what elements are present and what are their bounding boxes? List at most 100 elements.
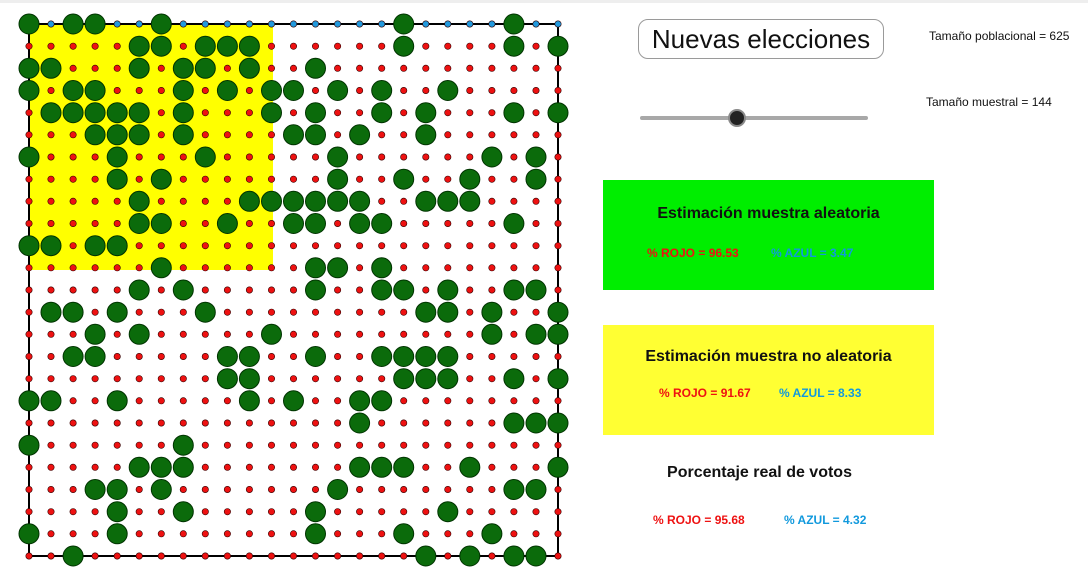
red-voter-dot [157,375,165,383]
sampled-voter-dot [172,80,194,101]
blue-voter-dot [311,20,319,28]
red-voter-dot [69,419,77,427]
sampled-voter-dot [40,301,62,323]
red-voter-dot [113,419,121,427]
red-voter-dot [135,308,143,316]
red-voter-dot [554,441,562,449]
red-voter-dot [422,530,430,538]
red-voter-dot [334,242,342,250]
sampled-voter-dot [128,213,150,234]
sampled-voter-dot [415,301,437,323]
sampled-voter-dot [481,301,503,323]
red-voter-dot [113,197,121,205]
red-voter-dot [400,419,408,427]
sampled-voter-dot [128,57,150,79]
red-voter-dot [466,508,474,516]
red-voter-dot [356,153,364,161]
red-voter-dot [113,352,121,360]
red-voter-dot [245,131,253,139]
red-voter-dot [488,264,496,272]
sampled-voter-dot [525,168,547,190]
red-voter-dot [179,552,187,560]
slider-track[interactable] [640,116,868,120]
red-voter-dot [400,441,408,449]
sampled-voter-dot [371,346,393,367]
red-voter-dot [554,286,562,294]
red-voter-dot [444,397,452,405]
red-voter-dot [179,175,187,183]
red-voter-dot [289,42,297,50]
sampled-voter-dot [503,479,525,500]
red-voter-dot [201,330,209,338]
red-voter-dot [113,552,121,560]
sampled-voter-dot [503,213,525,234]
slider-thumb[interactable] [728,109,746,127]
red-voter-dot [422,264,430,272]
red-voter-dot [91,64,99,72]
sampled-voter-dot [84,13,106,35]
red-voter-dot [356,87,364,95]
red-voter-dot [488,552,496,560]
sampled-voter-dot [128,456,150,478]
red-voter-dot [47,42,55,50]
sampled-voter-dot [62,13,84,35]
red-voter-dot [47,463,55,471]
random-sample-title: Estimación muestra aleatoria [657,205,880,222]
red-voter-dot [289,286,297,294]
sampled-voter-dot [40,390,62,412]
red-voter-dot [135,419,143,427]
red-voter-dot [135,175,143,183]
red-voter-dot [201,419,209,427]
sampled-voter-dot [393,168,415,190]
sampled-voter-dot [459,456,481,478]
red-voter-dot [356,330,364,338]
red-voter-dot [69,286,77,294]
red-voter-dot [466,131,474,139]
red-voter-dot [532,42,540,50]
red-voter-dot [179,352,187,360]
sampled-voter-dot [393,13,415,35]
sampled-voter-dot [216,213,238,234]
sampled-voter-dot [437,368,459,390]
red-voter-dot [334,286,342,294]
red-voter-dot [444,441,452,449]
red-voter-dot [334,352,342,360]
red-voter-dot [400,485,408,493]
sampled-voter-dot [283,213,304,234]
sampled-voter-dot [62,545,84,567]
red-voter-dot [91,552,99,560]
blue-voter-dot [135,20,143,28]
red-voter-dot [444,220,452,228]
new-elections-button[interactable]: Nuevas elecciones [638,19,884,59]
red-voter-dot [532,530,540,538]
red-voter-dot [135,397,143,405]
red-voter-dot [510,530,518,538]
sampled-voter-dot [238,190,260,212]
nonrandom-red-percent: % ROJO = 91.67 [659,386,751,400]
sampled-voter-dot [393,279,415,301]
red-voter-dot [25,552,33,560]
sampled-voter-dot [172,279,194,301]
sample-size-slider[interactable] [640,108,868,128]
red-voter-dot [488,109,496,117]
red-voter-dot [25,330,33,338]
red-voter-dot [135,530,143,538]
sampled-voter-dot [547,456,569,478]
red-voter-dot [47,552,55,560]
red-voter-dot [378,153,386,161]
red-voter-dot [289,109,297,117]
red-voter-dot [378,485,386,493]
red-voter-dot [135,375,143,383]
sampled-voter-dot [150,479,172,500]
red-voter-dot [289,308,297,316]
red-voter-dot [311,397,319,405]
red-voter-dot [91,375,99,383]
red-voter-dot [444,463,452,471]
sampled-voter-dot [150,456,172,478]
red-voter-dot [267,42,275,50]
red-voter-dot [245,220,253,228]
red-voter-dot [334,330,342,338]
red-voter-dot [47,419,55,427]
sampled-voter-dot [106,124,128,146]
sampled-voter-dot [283,390,304,412]
